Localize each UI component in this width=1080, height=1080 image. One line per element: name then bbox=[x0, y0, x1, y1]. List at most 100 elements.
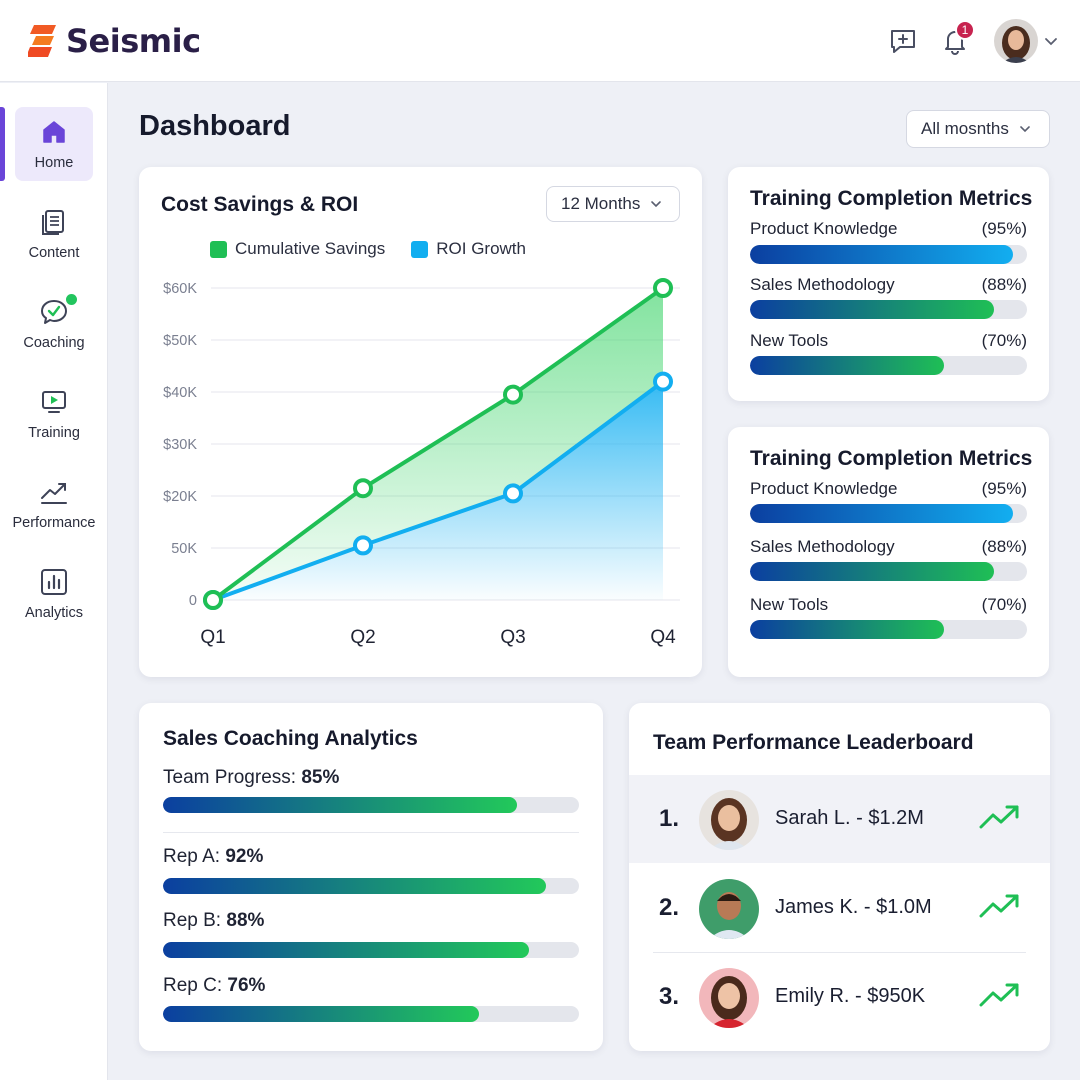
progress-fill bbox=[163, 797, 517, 813]
trend-up-icon bbox=[979, 894, 1019, 918]
sidebar-item-label: Analytics bbox=[24, 605, 84, 621]
sidebar-item-analytics[interactable]: Analytics bbox=[0, 557, 108, 631]
avatar bbox=[699, 790, 759, 850]
roi-growth-point bbox=[653, 371, 673, 392]
card-title: Cost Savings & ROI bbox=[161, 193, 359, 216]
progress-fill bbox=[750, 620, 944, 639]
progress-bar bbox=[163, 797, 579, 813]
cumulative-savings-line bbox=[211, 286, 665, 602]
progress-bar bbox=[750, 620, 1027, 639]
card-title: Sales Coaching Analytics bbox=[163, 727, 418, 750]
metric-percent: (95%) bbox=[981, 219, 1027, 238]
active-nav-indicator bbox=[0, 107, 5, 181]
metric-name: New Tools bbox=[750, 595, 829, 614]
sidebar-item-coaching[interactable]: Coaching bbox=[0, 287, 108, 361]
sidebar-nav: Home Content Coaching Training Per bbox=[0, 83, 108, 1080]
seismic-logo-icon bbox=[28, 25, 56, 57]
chevron-down-icon[interactable] bbox=[1044, 34, 1058, 48]
metric-percent: (88%) bbox=[981, 275, 1027, 294]
card-title: Training Completion Metrics bbox=[750, 447, 1033, 470]
metric-name: Product Knowledge bbox=[750, 479, 898, 498]
metric-percent: (95%) bbox=[981, 479, 1027, 498]
divider bbox=[653, 952, 1026, 953]
chevron-down-icon bbox=[651, 201, 662, 208]
y-tick-label: $50K bbox=[163, 333, 197, 349]
coaching-row-text: Rep C: 76% bbox=[163, 975, 579, 997]
sidebar-item-training[interactable]: Training bbox=[0, 377, 108, 451]
coaching-row-rep-a: Rep A: 92% bbox=[163, 846, 579, 894]
coaching-row-rep-c: Rep C: 76% bbox=[163, 975, 579, 1022]
metric-percent: (70%) bbox=[981, 331, 1027, 350]
leaderboard-rank: 1. bbox=[659, 805, 680, 832]
avatar-image bbox=[699, 879, 759, 939]
home-icon bbox=[43, 121, 65, 143]
training-metrics-card: Training Completion Metrics Product Know… bbox=[728, 427, 1049, 677]
leaderboard-name: Emily R. - $950K bbox=[775, 985, 926, 1007]
sidebar-item-label: Home bbox=[34, 155, 74, 171]
cumulative-savings-point bbox=[203, 590, 223, 610]
progress-fill bbox=[750, 300, 994, 319]
period-filter-value: All mosnths bbox=[921, 119, 1009, 138]
cumulative-savings-point bbox=[653, 278, 673, 298]
sidebar-item-label: Content bbox=[28, 245, 80, 261]
avatar bbox=[699, 879, 759, 939]
coaching-row-value: 85% bbox=[301, 767, 340, 788]
avatar-image bbox=[699, 790, 759, 850]
progress-bar bbox=[750, 356, 1027, 375]
coaching-row-value: 88% bbox=[226, 910, 265, 931]
leaderboard-name: Sarah L. - $1.2M bbox=[775, 807, 924, 829]
x-tick-label: Q4 bbox=[650, 627, 676, 648]
progress-bar bbox=[750, 504, 1027, 523]
coaching-row-rep-b: Rep B: 88% bbox=[163, 910, 579, 958]
roi-area bbox=[213, 381, 663, 600]
trend-line-icon bbox=[41, 483, 67, 504]
coaching-row-text: Rep B: 88% bbox=[163, 910, 579, 932]
leaderboard-rank: 2. bbox=[659, 894, 680, 921]
metric-name: New Tools bbox=[750, 331, 829, 350]
progress-bar bbox=[163, 942, 579, 958]
leaderboard-row[interactable]: 3. Emily R. - $950K bbox=[629, 953, 1050, 1041]
progress-fill bbox=[750, 504, 1014, 523]
user-avatar[interactable] bbox=[994, 19, 1038, 63]
roi-growth-point bbox=[503, 483, 523, 504]
trend-up-icon bbox=[979, 805, 1019, 829]
card-title: Training Completion Metrics bbox=[750, 187, 1033, 210]
sidebar-item-home[interactable]: Home bbox=[0, 107, 108, 181]
legend-swatch-roi bbox=[411, 240, 429, 258]
avatar-image bbox=[699, 968, 759, 1028]
sidebar-item-performance[interactable]: Performance bbox=[0, 467, 108, 541]
metric-name: Sales Methodology bbox=[750, 537, 895, 556]
video-play-icon bbox=[42, 391, 66, 413]
top-bar: Seismic 1 bbox=[0, 0, 1080, 82]
cumulative-savings-point bbox=[503, 384, 523, 405]
page-title: Dashboard bbox=[139, 110, 291, 142]
chevron-down-icon bbox=[1020, 126, 1030, 133]
legend-label: ROI Growth bbox=[436, 239, 526, 258]
sidebar-item-content[interactable]: Content bbox=[0, 197, 108, 271]
sidebar-item-label: Coaching bbox=[23, 335, 85, 351]
progress-fill bbox=[750, 356, 944, 375]
user-avatar-image bbox=[994, 19, 1038, 63]
coaching-row-label: Team Progress: bbox=[163, 767, 302, 788]
feedback-icon[interactable] bbox=[888, 26, 918, 56]
leaderboard-row[interactable]: 2. James K. - $1.0M bbox=[629, 864, 1050, 952]
chart-range-dropdown[interactable]: 12 Months bbox=[546, 186, 680, 222]
legend-item-savings[interactable]: Cumulative Savings bbox=[210, 239, 385, 259]
coaching-row-label: Rep C: bbox=[163, 975, 228, 996]
training-metrics-card: Training Completion Metrics Product Know… bbox=[728, 167, 1049, 401]
roi-growth-line bbox=[212, 379, 665, 602]
cost-savings-card: Cost Savings & ROI 12 Months Cumulative … bbox=[139, 167, 702, 677]
period-filter-dropdown[interactable]: All mosnths bbox=[906, 110, 1050, 148]
coaching-status-dot bbox=[66, 294, 77, 305]
leaderboard-row[interactable]: 1. Sarah L. - $1.2M bbox=[629, 775, 1050, 863]
app-logo[interactable]: Seismic bbox=[28, 22, 201, 60]
progress-bar bbox=[750, 562, 1027, 581]
legend-label: Cumulative Savings bbox=[235, 239, 386, 258]
chart-range-value: 12 Months bbox=[561, 194, 641, 213]
progress-fill bbox=[163, 1006, 480, 1022]
legend-item-roi[interactable]: ROI Growth bbox=[411, 239, 526, 259]
roi-growth-point bbox=[353, 535, 373, 556]
sales-coaching-card: Sales Coaching Analytics Team Progress: … bbox=[139, 703, 603, 1051]
progress-fill bbox=[750, 562, 994, 581]
cost-savings-chart: 0 50K $20K $30K $40K $50K $60K Q1 Q2 Q3 Q4 bbox=[163, 278, 680, 648]
